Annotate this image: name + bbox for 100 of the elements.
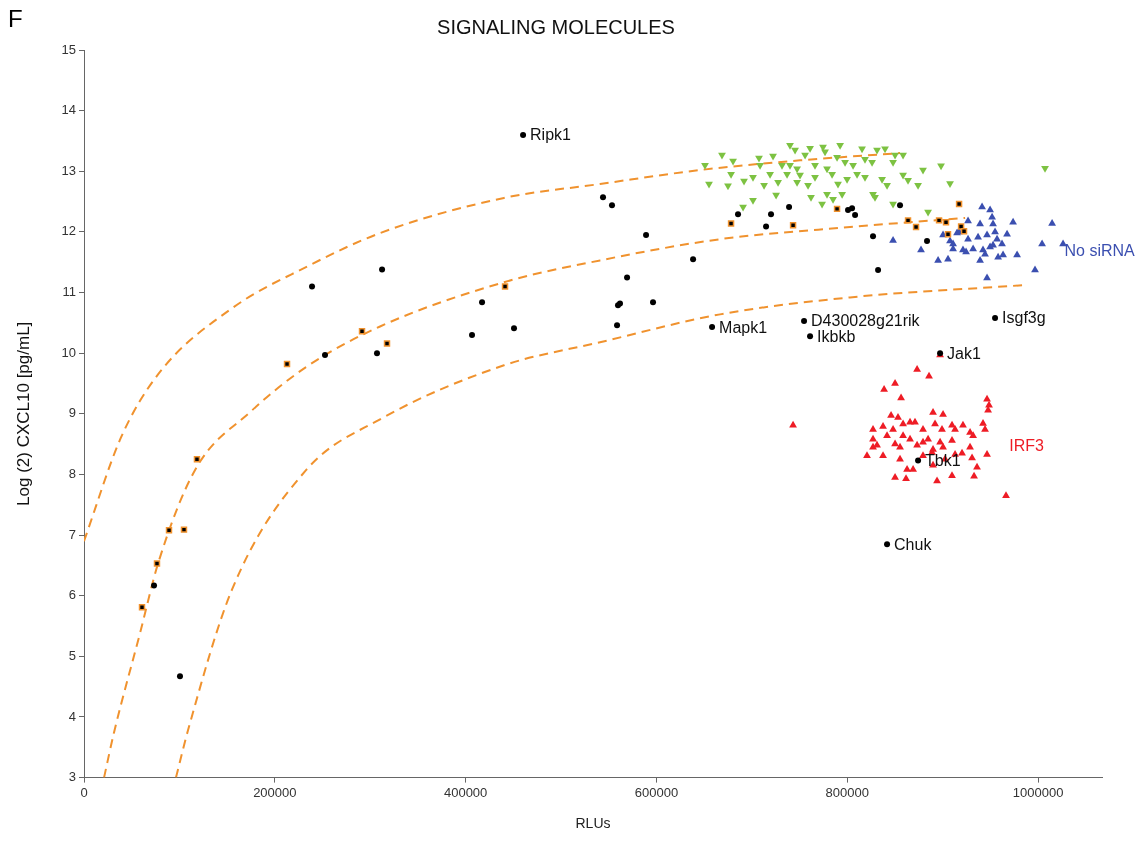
annotation: Chuk [894, 535, 933, 553]
x-tick-label: 1000000 [1012, 784, 1064, 800]
y-tick-label: 7 [68, 526, 76, 542]
point [1031, 265, 1039, 273]
point [969, 244, 977, 252]
point [897, 202, 904, 209]
y-tick-label: 14 [61, 102, 76, 118]
point [727, 220, 735, 227]
point [957, 223, 965, 230]
point [852, 211, 859, 218]
x-tick-label: 200000 [253, 784, 297, 800]
point [976, 219, 984, 227]
y-tick-label: 6 [68, 587, 76, 603]
point [283, 360, 291, 368]
point [998, 239, 1006, 247]
point [992, 315, 999, 321]
point [624, 274, 631, 281]
point [974, 232, 982, 240]
point [849, 205, 856, 212]
y-tick-label: 10 [61, 344, 76, 360]
point [374, 350, 380, 357]
point [955, 200, 963, 208]
point [976, 255, 984, 263]
point [884, 541, 891, 548]
y-tick-label: 8 [68, 466, 76, 482]
series-label: No siRNA [1064, 242, 1136, 260]
point [833, 205, 841, 213]
annotation: Ripk1 [530, 126, 572, 144]
y-tick-label: 15 [61, 41, 76, 57]
point [964, 216, 972, 224]
point [176, 673, 183, 680]
point [801, 318, 808, 325]
x-axis-title: RLUs [575, 815, 611, 832]
point [944, 231, 952, 238]
series-label: IRF3 [1009, 436, 1045, 454]
point [600, 194, 607, 201]
y-tick-label: 9 [68, 405, 76, 421]
point [807, 333, 814, 340]
point [180, 526, 188, 533]
point [1048, 218, 1056, 226]
point [942, 218, 950, 226]
point [875, 267, 882, 274]
point [917, 245, 925, 253]
point [991, 227, 999, 235]
point [915, 457, 922, 464]
point [904, 217, 912, 224]
y-tick-label: 12 [61, 223, 76, 239]
y-axis-title: Log (2) CXCL10 [pg/mL] [13, 321, 33, 506]
point [1038, 239, 1046, 247]
point [643, 231, 650, 238]
point [768, 211, 775, 218]
point [709, 324, 716, 331]
x-tick-label: 800000 [825, 784, 869, 800]
point [520, 131, 527, 138]
annotation: Jak1 [947, 344, 981, 362]
y-tick-label: 5 [68, 647, 76, 663]
point [479, 299, 486, 306]
point [981, 249, 989, 257]
y-tick-label: 4 [68, 708, 76, 724]
point [383, 340, 391, 347]
point [988, 212, 996, 220]
point [501, 283, 509, 290]
point [978, 202, 986, 210]
point [889, 235, 897, 243]
point [912, 223, 920, 231]
point [763, 223, 770, 230]
annotation: Isgf3g [1002, 309, 1046, 327]
point [924, 238, 931, 244]
point [934, 255, 942, 263]
point [1013, 250, 1021, 258]
point [870, 233, 877, 240]
y-tick-label: 13 [61, 162, 76, 178]
y-tick-label: 3 [68, 769, 76, 785]
y-tick-label: 11 [62, 284, 76, 300]
point [608, 202, 615, 209]
text: F [8, 4, 23, 32]
point [193, 456, 201, 463]
point [614, 322, 621, 329]
point [322, 351, 328, 358]
point [786, 204, 793, 211]
point [138, 604, 146, 611]
point [999, 250, 1007, 258]
chart-title: SIGNALING MOLECULES [437, 15, 675, 38]
annotation: Mapk1 [719, 318, 768, 336]
point [309, 283, 316, 290]
point [650, 299, 657, 306]
point [379, 266, 386, 273]
annotation: D430028g21rik [811, 312, 921, 330]
point [151, 582, 158, 589]
x-tick-label: 400000 [443, 784, 488, 800]
annotation: Ikbkb [817, 327, 856, 345]
point [960, 228, 968, 235]
point [935, 217, 943, 224]
point [511, 325, 517, 332]
point [1003, 229, 1011, 237]
x-tick-label: 0 [80, 784, 88, 800]
point [989, 219, 997, 227]
point [735, 211, 742, 218]
point [690, 256, 697, 263]
x-tick-label: 600000 [634, 784, 679, 800]
